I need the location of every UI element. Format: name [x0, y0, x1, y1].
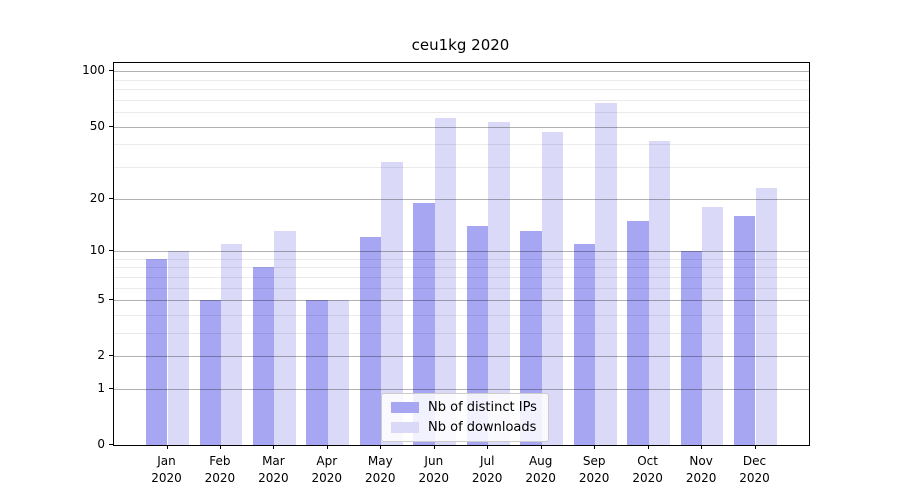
- legend-label-downloads: Nb of downloads: [428, 420, 537, 435]
- bar-aug-downloads: [541, 131, 564, 445]
- bar-feb-downloads: [220, 243, 243, 445]
- bar-jul-downloads: [488, 122, 510, 445]
- x-tick-mark: [380, 445, 382, 449]
- y-tick-label-1: 1: [97, 380, 105, 395]
- y-tick-label-0: 0: [97, 437, 105, 451]
- bar-may-downloads: [381, 161, 403, 445]
- bar-aug-ips: [520, 231, 542, 445]
- y-tick-mark: [109, 444, 113, 445]
- x-tick-label-apr: Apr 2020: [311, 454, 343, 485]
- x-tick-label-oct: Oct 2020: [632, 454, 663, 485]
- bar-jan-ips: [146, 258, 168, 445]
- y-tick-mark: [109, 197, 113, 199]
- y-tick-label-50: 50: [89, 118, 105, 133]
- x-tick-label-dec: Dec 2020: [739, 454, 770, 485]
- y-tick-label-5: 5: [97, 291, 105, 306]
- x-tick-mark: [326, 445, 328, 449]
- bar-sep-downloads: [595, 103, 617, 445]
- x-tick-mark: [219, 445, 221, 449]
- x-tick-mark: [273, 445, 275, 449]
- bar-nov-downloads: [702, 206, 724, 445]
- legend-row-distinct-ips: Nb of distinct IPs: [391, 400, 537, 415]
- y-tick-mark: [109, 355, 113, 357]
- y-tick-mark: [109, 70, 113, 72]
- bar-jan-downloads: [167, 250, 189, 445]
- x-tick-mark: [166, 445, 168, 449]
- x-tick-mark: [701, 445, 703, 449]
- bar-dec-ips: [734, 215, 756, 445]
- y-tick-label-20: 20: [89, 190, 105, 205]
- x-tick-label-jan: Jan 2020: [151, 454, 182, 485]
- x-tick-label-may: May 2020: [365, 454, 396, 485]
- legend-swatch-distinct-ips: [391, 402, 419, 413]
- bar-may-ips: [359, 237, 382, 445]
- bar-nov-ips: [680, 250, 703, 445]
- legend: Nb of distinct IPs Nb of downloads: [381, 393, 549, 442]
- x-tick-mark: [433, 445, 435, 449]
- legend-swatch-downloads: [391, 422, 419, 433]
- x-tick-label-nov: Nov 2020: [685, 454, 717, 485]
- bar-jun-downloads: [434, 117, 457, 445]
- x-tick-label-jul: Jul 2020: [471, 454, 503, 485]
- x-tick-label-feb: Feb 2020: [204, 454, 236, 485]
- y-tick-label-100: 100: [82, 63, 105, 78]
- bar-mar-downloads: [274, 231, 296, 445]
- x-tick-label-mar: Mar 2020: [258, 454, 289, 485]
- bar-jul-ips: [466, 225, 489, 445]
- x-tick-mark: [754, 445, 756, 449]
- plot-area: Nb of distinct IPs Nb of downloads: [113, 62, 810, 446]
- bar-mar-ips: [253, 267, 275, 445]
- x-tick-mark: [540, 445, 542, 449]
- y-tick-label-10: 10: [89, 242, 105, 257]
- x-tick-label-sep: Sep 2020: [578, 454, 610, 485]
- legend-label-distinct-ips: Nb of distinct IPs: [428, 400, 537, 415]
- x-tick-mark: [647, 445, 649, 449]
- legend-row-downloads: Nb of downloads: [391, 420, 537, 435]
- bar-dec-downloads: [755, 187, 777, 445]
- y-tick-mark: [109, 387, 113, 389]
- x-tick-mark: [594, 445, 596, 449]
- bar-sep-ips: [573, 243, 596, 445]
- bar-feb-ips: [199, 299, 221, 445]
- bar-oct-ips: [627, 220, 649, 445]
- x-tick-label-aug: Aug 2020: [525, 454, 556, 485]
- x-tick-mark: [487, 445, 489, 449]
- y-tick-mark: [109, 298, 113, 300]
- x-tick-label-jun: Jun 2020: [418, 454, 450, 485]
- bar-oct-downloads: [648, 140, 670, 445]
- bars-layer: [114, 63, 809, 445]
- y-tick-mark: [109, 125, 113, 127]
- bar-jun-ips: [413, 202, 435, 445]
- bar-apr-downloads: [327, 299, 350, 445]
- chart-title: ceu1kg 2020: [411, 36, 510, 54]
- y-tick-label-2: 2: [97, 348, 105, 363]
- bar-apr-ips: [306, 299, 328, 445]
- y-tick-mark: [109, 249, 113, 251]
